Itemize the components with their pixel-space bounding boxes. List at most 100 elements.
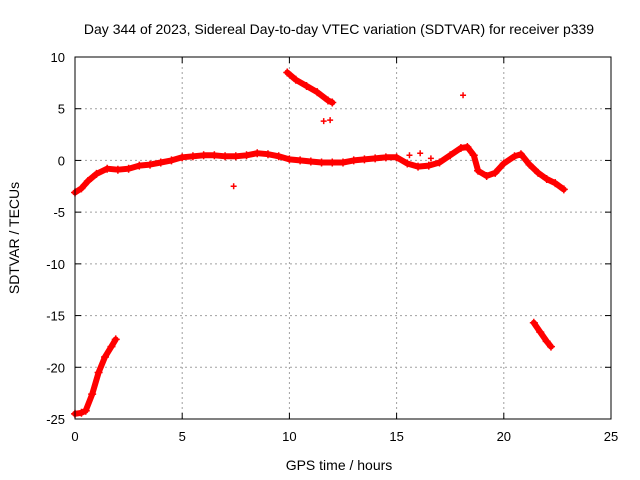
- data-point: [360, 155, 369, 164]
- data-point: [135, 161, 144, 170]
- data-point: [263, 150, 272, 159]
- grid-lines: [75, 57, 611, 419]
- data-point: [306, 157, 315, 166]
- plot-frame: [74, 56, 612, 420]
- data-point: [536, 328, 545, 337]
- x-tick-label: 5: [179, 429, 186, 444]
- data-point: [427, 155, 434, 162]
- data-point: [230, 183, 237, 190]
- data-point: [291, 75, 300, 84]
- series-late-segment: [529, 318, 555, 351]
- data-point: [529, 318, 538, 327]
- data-point: [542, 175, 551, 184]
- data-point: [302, 81, 311, 90]
- data-point: [499, 159, 508, 168]
- data-point: [551, 179, 560, 188]
- data-point: [156, 158, 165, 167]
- data-point: [231, 152, 240, 161]
- data-point: [320, 118, 327, 125]
- data-point: [406, 152, 413, 159]
- data-point: [101, 352, 110, 361]
- data-point: [283, 68, 292, 77]
- y-tick-label: -25: [46, 412, 65, 427]
- data-point: [88, 390, 97, 399]
- y-tick-label: -10: [46, 257, 65, 272]
- data-point: [371, 154, 380, 163]
- data-point: [313, 88, 322, 97]
- data-point: [349, 156, 358, 165]
- y-tick-label: 0: [58, 153, 65, 168]
- series-main-trace: [71, 142, 568, 197]
- data-point: [83, 177, 92, 186]
- data-point: [417, 150, 424, 157]
- x-tick-label: 0: [71, 429, 78, 444]
- data-point: [516, 150, 525, 159]
- y-tick-label: 5: [58, 102, 65, 117]
- data-point: [221, 152, 230, 161]
- data-point: [323, 96, 332, 105]
- x-tick-label: 20: [497, 429, 511, 444]
- data-point: [81, 406, 90, 415]
- data-point: [94, 368, 103, 377]
- data-point: [424, 161, 433, 170]
- data-point: [474, 166, 483, 175]
- chart-title: Day 344 of 2023, Sidereal Day-to-day VTE…: [84, 21, 594, 37]
- data-point: [463, 142, 472, 151]
- data-point: [199, 151, 208, 160]
- series-isolated-points: [230, 92, 467, 190]
- data-point: [92, 169, 101, 178]
- data-point: [111, 335, 120, 344]
- data-point: [178, 153, 187, 162]
- data-point: [534, 168, 543, 177]
- y-tick-label: -5: [53, 205, 65, 220]
- data-point: [242, 151, 251, 160]
- data-point: [210, 151, 219, 160]
- data-point: [403, 159, 412, 168]
- data-point: [381, 153, 390, 162]
- x-tick-label: 10: [282, 429, 296, 444]
- data-point: [285, 155, 294, 164]
- x-tick-label: 25: [604, 429, 618, 444]
- data-point: [253, 149, 262, 158]
- data-point: [317, 158, 326, 167]
- data-point: [469, 151, 478, 160]
- data-point: [77, 408, 86, 417]
- data-point: [146, 160, 155, 169]
- data-series: [71, 68, 568, 418]
- y-tick-label: 10: [51, 50, 65, 65]
- y-tick-label: -15: [46, 309, 65, 324]
- data-point: [328, 98, 337, 107]
- data-point: [188, 152, 197, 161]
- y-tick-label: -20: [46, 360, 65, 375]
- data-point: [446, 151, 455, 160]
- data-point: [296, 156, 305, 165]
- y-axis-label: SDTVAR / TECUs: [6, 182, 22, 294]
- data-point: [559, 185, 568, 194]
- data-point: [546, 342, 555, 351]
- data-point: [77, 184, 86, 193]
- data-point: [124, 164, 133, 173]
- data-point: [328, 158, 337, 167]
- x-axis-label: GPS time / hours: [286, 457, 393, 473]
- data-point: [107, 342, 116, 351]
- series-upper-segment: [283, 68, 337, 107]
- axes: 0 5 10 15 20 25 -25 -20 -15 -10 -5 0 5 10: [46, 50, 618, 444]
- data-point: [435, 158, 444, 167]
- data-point: [482, 171, 491, 180]
- data-point: [525, 160, 534, 169]
- series-line: [530, 319, 554, 350]
- data-point: [491, 168, 500, 177]
- data-point: [542, 337, 551, 346]
- data-point: [392, 153, 401, 162]
- data-point: [456, 144, 465, 153]
- x-tick-label: 15: [389, 429, 403, 444]
- data-point: [274, 152, 283, 161]
- data-point: [339, 158, 347, 167]
- data-point: [414, 162, 423, 171]
- data-point: [510, 152, 519, 161]
- data-point: [460, 92, 467, 99]
- data-point: [167, 156, 176, 165]
- data-point: [113, 165, 122, 174]
